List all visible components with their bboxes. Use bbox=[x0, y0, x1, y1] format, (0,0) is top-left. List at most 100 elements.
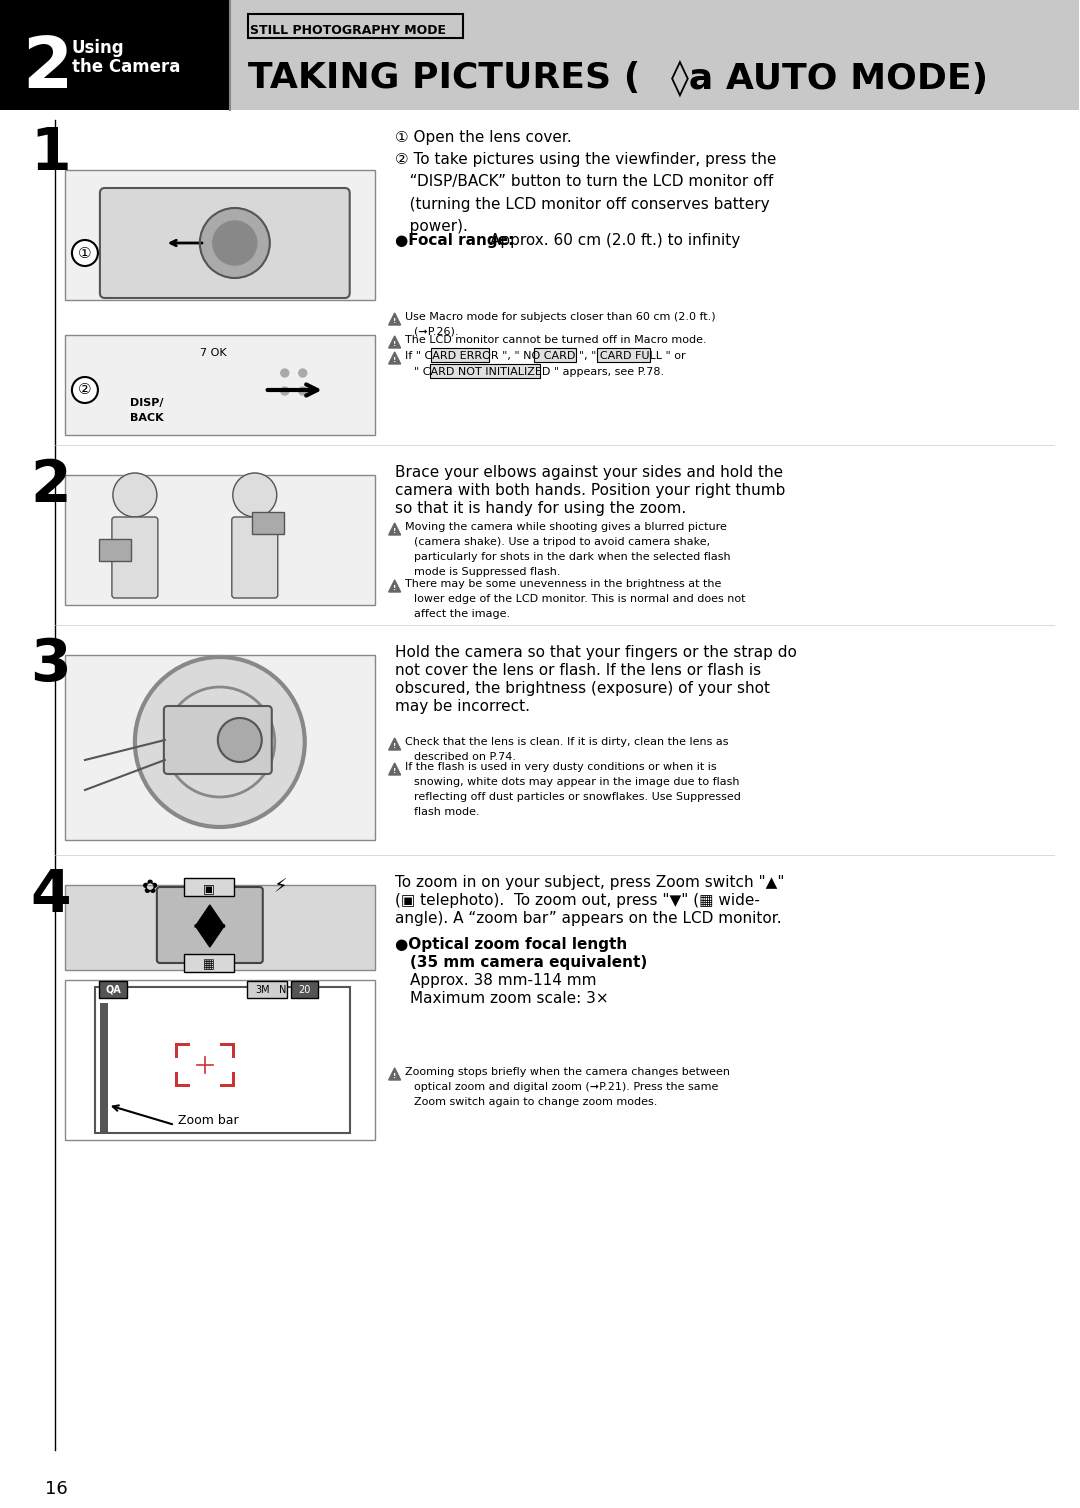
Text: Use Macro mode for subjects closer than 60 cm (2.0 ft.): Use Macro mode for subjects closer than … bbox=[405, 312, 715, 323]
FancyBboxPatch shape bbox=[220, 1084, 234, 1087]
FancyBboxPatch shape bbox=[100, 188, 350, 299]
Text: Check that the lens is clean. If it is dirty, clean the lens as: Check that the lens is clean. If it is d… bbox=[405, 737, 728, 746]
Text: may be incorrect.: may be incorrect. bbox=[394, 700, 529, 713]
FancyBboxPatch shape bbox=[175, 1044, 190, 1047]
FancyBboxPatch shape bbox=[232, 1072, 234, 1087]
FancyBboxPatch shape bbox=[112, 517, 158, 599]
Polygon shape bbox=[389, 523, 401, 535]
Text: 7 OK: 7 OK bbox=[200, 348, 227, 357]
Text: not cover the lens or flash. If the lens or flash is: not cover the lens or flash. If the lens… bbox=[394, 664, 760, 679]
FancyBboxPatch shape bbox=[534, 348, 576, 362]
Text: DISP/: DISP/ bbox=[130, 398, 163, 409]
Polygon shape bbox=[194, 924, 225, 947]
Text: 4: 4 bbox=[30, 867, 70, 923]
Text: !: ! bbox=[393, 768, 396, 774]
FancyBboxPatch shape bbox=[99, 982, 126, 998]
Text: ⚡: ⚡ bbox=[273, 878, 286, 896]
Circle shape bbox=[233, 474, 276, 517]
FancyBboxPatch shape bbox=[65, 885, 375, 970]
FancyBboxPatch shape bbox=[184, 878, 233, 896]
Text: (camera shake). Use a tripod to avoid camera shake,: (camera shake). Use a tripod to avoid ca… bbox=[414, 537, 710, 547]
Text: ① Open the lens cover.
② To take pictures using the viewfinder, press the
   “DI: ① Open the lens cover. ② To take picture… bbox=[394, 130, 777, 256]
Polygon shape bbox=[194, 905, 225, 927]
Circle shape bbox=[72, 377, 98, 403]
FancyBboxPatch shape bbox=[430, 363, 540, 379]
Text: reflecting off dust particles or snowflakes. Use Suppressed: reflecting off dust particles or snowfla… bbox=[414, 792, 741, 802]
FancyBboxPatch shape bbox=[175, 1084, 190, 1087]
Text: 2: 2 bbox=[30, 457, 70, 514]
Text: There may be some unevenness in the brightness at the: There may be some unevenness in the brig… bbox=[405, 579, 721, 590]
Text: 2: 2 bbox=[22, 33, 72, 103]
Text: If the flash is used in very dusty conditions or when it is: If the flash is used in very dusty condi… bbox=[405, 762, 716, 772]
Text: optical zoom and digital zoom (➞P.21). Press the same: optical zoom and digital zoom (➞P.21). P… bbox=[414, 1083, 718, 1092]
Circle shape bbox=[200, 208, 270, 277]
FancyBboxPatch shape bbox=[247, 982, 287, 998]
FancyBboxPatch shape bbox=[65, 335, 375, 434]
FancyBboxPatch shape bbox=[184, 955, 233, 973]
FancyBboxPatch shape bbox=[252, 513, 284, 534]
Text: Zoom bar: Zoom bar bbox=[178, 1114, 239, 1128]
Text: described on P.74.: described on P.74. bbox=[414, 752, 515, 762]
FancyBboxPatch shape bbox=[291, 982, 318, 998]
Circle shape bbox=[213, 222, 257, 265]
Text: !: ! bbox=[393, 528, 396, 534]
Text: !: ! bbox=[393, 357, 396, 363]
Text: Zooming stops briefly when the camera changes between: Zooming stops briefly when the camera ch… bbox=[405, 1068, 730, 1077]
Text: mode is Suppressed flash.: mode is Suppressed flash. bbox=[414, 567, 561, 578]
FancyBboxPatch shape bbox=[95, 988, 350, 1133]
Text: particularly for shots in the dark when the selected flash: particularly for shots in the dark when … bbox=[414, 552, 730, 562]
Circle shape bbox=[218, 718, 261, 762]
FancyBboxPatch shape bbox=[597, 348, 650, 362]
FancyBboxPatch shape bbox=[220, 1044, 234, 1047]
Circle shape bbox=[281, 369, 288, 377]
Text: Hold the camera so that your fingers or the strap do: Hold the camera so that your fingers or … bbox=[394, 645, 797, 661]
Text: Maximum zoom scale: 3×: Maximum zoom scale: 3× bbox=[409, 991, 608, 1006]
Polygon shape bbox=[389, 314, 401, 326]
Text: 20: 20 bbox=[298, 985, 311, 995]
Text: If " CARD ERROR ", " NO CARD ", " CARD FULL " or: If " CARD ERROR ", " NO CARD ", " CARD F… bbox=[405, 351, 686, 360]
Text: affect the image.: affect the image. bbox=[414, 609, 510, 618]
Text: 1: 1 bbox=[30, 125, 70, 181]
Text: BACK: BACK bbox=[130, 413, 163, 424]
Text: ▦: ▦ bbox=[203, 959, 215, 971]
Text: !: ! bbox=[393, 1074, 396, 1080]
Text: STILL PHOTOGRAPHY MODE: STILL PHOTOGRAPHY MODE bbox=[249, 24, 446, 36]
Text: !: ! bbox=[393, 585, 396, 591]
Text: !: ! bbox=[393, 318, 396, 324]
FancyBboxPatch shape bbox=[0, 0, 230, 110]
Text: 16: 16 bbox=[45, 1479, 68, 1497]
Text: ●Optical zoom focal length: ●Optical zoom focal length bbox=[394, 936, 626, 952]
FancyBboxPatch shape bbox=[99, 538, 131, 561]
Circle shape bbox=[299, 369, 307, 377]
Text: obscured, the brightness (exposure) of your shot: obscured, the brightness (exposure) of y… bbox=[394, 682, 770, 697]
FancyBboxPatch shape bbox=[65, 170, 375, 300]
FancyBboxPatch shape bbox=[232, 517, 278, 599]
Text: ◊a AUTO MODE): ◊a AUTO MODE) bbox=[672, 59, 988, 97]
Polygon shape bbox=[389, 763, 401, 775]
Text: The LCD monitor cannot be turned off in Macro mode.: The LCD monitor cannot be turned off in … bbox=[405, 335, 706, 345]
Text: ①: ① bbox=[78, 246, 92, 261]
Text: Approx. 38 mm-114 mm: Approx. 38 mm-114 mm bbox=[409, 973, 596, 988]
FancyBboxPatch shape bbox=[65, 654, 375, 840]
Polygon shape bbox=[389, 737, 401, 749]
FancyBboxPatch shape bbox=[232, 1044, 234, 1059]
Text: (➞P.26).: (➞P.26). bbox=[414, 327, 458, 336]
Polygon shape bbox=[389, 336, 401, 348]
Polygon shape bbox=[389, 1068, 401, 1080]
Text: " CARD NOT INITIALIZED " appears, see P.78.: " CARD NOT INITIALIZED " appears, see P.… bbox=[414, 366, 664, 377]
Text: ②: ② bbox=[78, 383, 92, 398]
Text: Using: Using bbox=[72, 39, 124, 57]
Text: QA: QA bbox=[105, 985, 121, 995]
FancyBboxPatch shape bbox=[65, 475, 375, 605]
Text: so that it is handy for using the zoom.: so that it is handy for using the zoom. bbox=[394, 501, 686, 516]
Text: !: ! bbox=[393, 743, 396, 749]
FancyBboxPatch shape bbox=[247, 14, 462, 38]
Text: To zoom in on your subject, press Zoom switch "▲": To zoom in on your subject, press Zoom s… bbox=[394, 875, 784, 890]
FancyBboxPatch shape bbox=[65, 980, 375, 1140]
Text: (35 mm camera equivalent): (35 mm camera equivalent) bbox=[409, 955, 647, 970]
Text: Approx. 60 cm (2.0 ft.) to infinity: Approx. 60 cm (2.0 ft.) to infinity bbox=[489, 234, 740, 247]
Text: ✿: ✿ bbox=[141, 878, 158, 896]
Text: lower edge of the LCD monitor. This is normal and does not: lower edge of the LCD monitor. This is n… bbox=[414, 594, 745, 605]
FancyBboxPatch shape bbox=[0, 0, 1079, 110]
FancyBboxPatch shape bbox=[431, 348, 488, 362]
